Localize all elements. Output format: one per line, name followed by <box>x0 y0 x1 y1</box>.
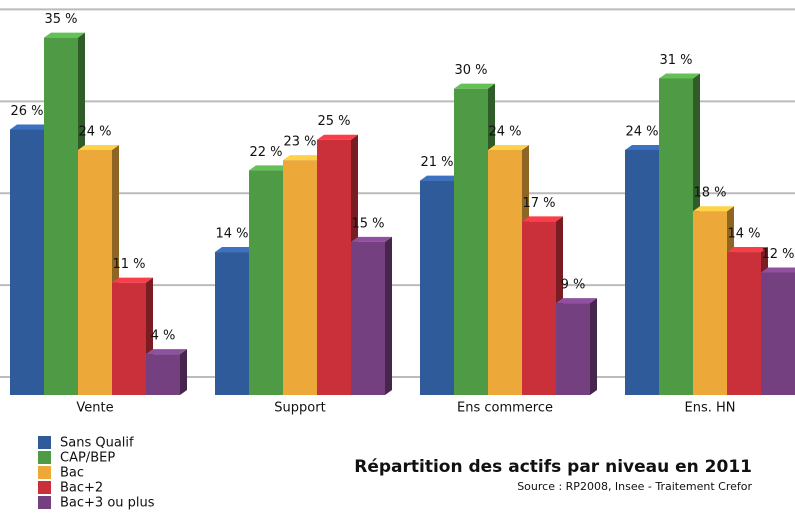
bar-top <box>44 32 85 38</box>
bar <box>761 272 795 395</box>
data-label: 25 % <box>317 114 350 129</box>
bar <box>146 354 180 395</box>
legend-swatch <box>38 451 51 464</box>
data-label: 24 % <box>78 124 111 139</box>
data-label: 4 % <box>151 329 176 344</box>
legend-label: Bac+3 ou plus <box>60 496 155 511</box>
data-label: 35 % <box>44 12 77 27</box>
legend-label: Sans Qualif <box>60 436 134 451</box>
chart-title: Répartition des actifs par niveau en 201… <box>354 457 752 477</box>
chart-subtitle: Source : RP2008, Insee - Traitement Cref… <box>517 480 752 493</box>
bar-top <box>10 124 51 130</box>
legend-label: Bac+2 <box>60 481 103 496</box>
bar <box>727 252 761 395</box>
bar <box>317 139 351 395</box>
data-label: 26 % <box>10 104 43 119</box>
bar <box>78 149 112 395</box>
x-tick-label: Support <box>274 401 325 416</box>
legend-swatch <box>38 466 51 479</box>
data-label: 9 % <box>561 278 586 293</box>
legend-swatch <box>38 496 51 509</box>
bar <box>215 252 249 395</box>
bar-top <box>659 73 700 79</box>
bar-top <box>78 144 119 150</box>
data-label: 24 % <box>488 124 521 139</box>
bar-top <box>420 175 461 181</box>
data-label: 12 % <box>761 247 794 262</box>
bar <box>454 88 488 396</box>
data-label: 23 % <box>283 135 316 150</box>
legend-label: Bac <box>60 466 84 481</box>
legend-swatch <box>38 436 51 449</box>
bar <box>351 241 385 395</box>
bar-top <box>488 144 529 150</box>
data-label: 15 % <box>351 216 384 231</box>
bar-top <box>454 83 495 89</box>
x-tick-label: Ens. HN <box>685 401 736 416</box>
bar <box>10 129 44 396</box>
bar <box>522 221 556 395</box>
bar-top <box>351 236 392 242</box>
bar <box>283 160 317 395</box>
data-label: 14 % <box>215 227 248 242</box>
bar-top <box>727 247 768 253</box>
bar <box>659 78 693 395</box>
legend-swatch <box>38 481 51 494</box>
bar-top <box>761 267 795 273</box>
data-label: 17 % <box>522 196 555 211</box>
bar-top <box>317 134 358 140</box>
x-tick-label: Ens commerce <box>457 401 553 416</box>
bar-top <box>522 216 563 222</box>
bar-top <box>215 247 256 253</box>
bar-top <box>283 155 324 161</box>
data-label: 21 % <box>420 155 453 170</box>
bar-side <box>180 349 187 395</box>
bar <box>625 149 659 395</box>
data-label: 30 % <box>454 63 487 78</box>
bar-top <box>625 144 666 150</box>
bar-side <box>385 236 392 395</box>
bar-top <box>112 277 153 283</box>
bar-top <box>556 298 597 304</box>
bar-top <box>146 349 187 355</box>
bar <box>420 180 454 395</box>
data-label: 31 % <box>659 53 692 68</box>
legend-label: CAP/BEP <box>60 451 115 466</box>
bar <box>556 303 590 395</box>
data-label: 11 % <box>112 257 145 272</box>
data-label: 24 % <box>625 124 658 139</box>
bar-top <box>249 165 290 171</box>
data-label: 22 % <box>249 145 282 160</box>
bar <box>693 211 727 395</box>
data-label: 18 % <box>693 186 726 201</box>
bar-side <box>590 298 597 395</box>
x-tick-label: Vente <box>76 401 113 416</box>
bar <box>112 282 146 395</box>
bar <box>44 37 78 395</box>
bar <box>249 170 283 395</box>
bar <box>488 149 522 395</box>
bar-top <box>693 206 734 212</box>
data-label: 14 % <box>727 227 760 242</box>
